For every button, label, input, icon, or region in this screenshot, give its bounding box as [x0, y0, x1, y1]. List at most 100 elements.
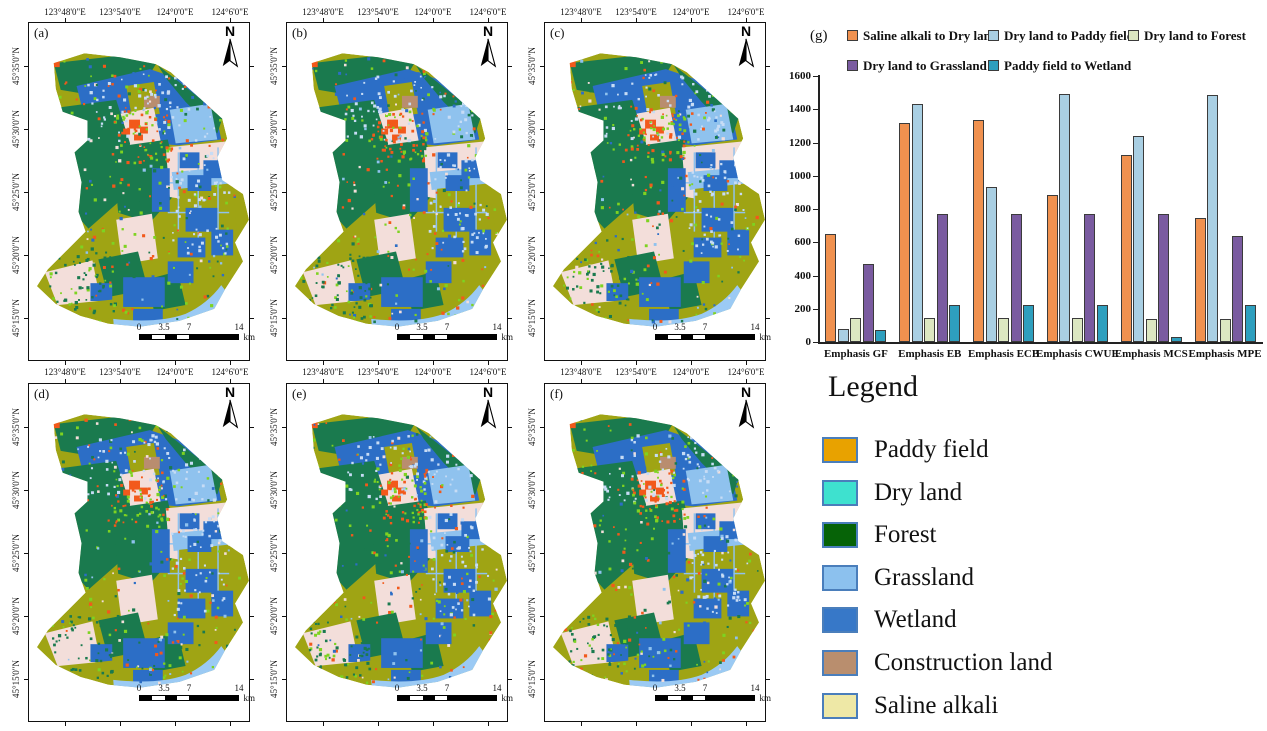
bar-emphasis-mpe-s3 [1232, 236, 1244, 342]
axis-tick [766, 192, 770, 193]
axis-tick [508, 129, 512, 130]
scale-bar-segment [140, 696, 153, 700]
land-use-map [294, 53, 507, 327]
land-use-map [552, 414, 765, 688]
axis-tick [766, 616, 770, 617]
legend-swatch-forest [822, 522, 858, 549]
longitude-label: 123°54'0"E [99, 367, 141, 377]
axis-tick [508, 616, 512, 617]
chart-legend-swatch [988, 60, 999, 71]
land-use-map [36, 53, 249, 327]
scale-bar-value: 3.5 [158, 322, 170, 332]
axis-tick [250, 318, 254, 319]
axis-tick [581, 722, 582, 726]
longitude-label: 123°48'0"E [560, 367, 602, 377]
latitude-label: 45°15'0"N [527, 660, 537, 698]
axis-tick [433, 379, 434, 383]
legend-label: Wetland [874, 606, 957, 634]
chart-legend-label: Dry land to Paddy field [1004, 28, 1135, 43]
scale-bar-value: 3.5 [158, 683, 170, 693]
scale-bar-value: 3.5 [674, 322, 686, 332]
north-needle-icon [480, 399, 497, 429]
north-arrow-icon: N [734, 385, 758, 434]
axis-tick [250, 255, 254, 256]
axis-tick [508, 553, 512, 554]
axis-tick [230, 18, 231, 22]
scale-bar-segment [422, 696, 435, 700]
bar-emphasis-mcs-s2 [1145, 318, 1157, 342]
y-axis-tick [813, 342, 818, 343]
scale-bar-segment [410, 696, 423, 700]
scale-bar-segment [656, 335, 669, 339]
scale-bar: 0 3.5 7 14 km [395, 322, 513, 342]
bar-emphasis-mcs-s3 [1158, 214, 1170, 342]
latitude-label: 45°35'0"N [11, 408, 21, 446]
y-axis-tick [813, 308, 818, 310]
axis-tick [282, 490, 286, 491]
chart-legend-label: Dry land to Forest [1144, 28, 1246, 43]
scale-bar-labels: 0 3.5 7 14 [395, 322, 502, 333]
latitude-label: 45°35'0"N [527, 47, 537, 85]
scale-bar-value: 14 [234, 322, 244, 332]
map-panel-e: (e) N 45°35'0"N 45°30'0"N 45°25'0"N 45°20'0"N… [269, 379, 513, 726]
legend-label: Dry land [874, 478, 963, 506]
bar-emphasis-ecb-s0 [973, 120, 985, 342]
legend-swatch-saline-alkali [822, 692, 858, 719]
latitude-label: 45°20'0"N [527, 597, 537, 635]
axis-tick [250, 553, 254, 554]
y-axis-tick [813, 76, 818, 77]
axis-tick [636, 18, 637, 22]
scale-bar-unit: km [759, 693, 771, 703]
north-arrow-icon: N [476, 385, 500, 434]
y-axis-tick [813, 142, 818, 144]
north-needle-icon [480, 38, 497, 68]
scale-bar: 0 3.5 7 14 km [137, 683, 255, 703]
axis-tick [323, 18, 324, 22]
axis-tick [488, 722, 489, 726]
latitude-label: 45°15'0"N [527, 299, 537, 337]
latitude-label: 45°15'0"N [269, 660, 279, 698]
axis-tick [230, 379, 231, 383]
legend-swatch-paddy-field [822, 437, 858, 463]
chart-legend-swatch [1128, 30, 1139, 41]
y-axis-tick [813, 242, 818, 244]
bar-emphasis-gf-s2 [850, 318, 862, 342]
scale-bar-segment [152, 696, 165, 700]
legend-swatch-dry-land [822, 479, 858, 506]
bar-emphasis-eb-s0 [899, 122, 911, 342]
axis-tick [250, 66, 254, 67]
land-use-map [294, 414, 507, 688]
y-axis-line [818, 75, 820, 343]
axis-tick [746, 361, 747, 365]
legend-swatch-wetland [822, 607, 858, 634]
axis-tick [175, 18, 176, 22]
axis-tick [250, 427, 254, 428]
bar-emphasis-mpe-s1 [1207, 95, 1219, 342]
scale-bar-value: 7 [186, 683, 192, 693]
scale-bar-labels: 0 3.5 7 14 [137, 322, 244, 333]
bar-emphasis-eb-s4 [949, 305, 961, 342]
axis-tick [378, 722, 379, 726]
bar-emphasis-cwue-s0 [1046, 194, 1058, 342]
axis-tick [250, 192, 254, 193]
scale-bar-unit: km [501, 332, 513, 342]
bar-emphasis-gf-s3 [862, 263, 874, 342]
axis-tick [766, 318, 770, 319]
axis-tick [282, 427, 286, 428]
axis-tick [581, 361, 582, 365]
latitude-label: 45°35'0"N [269, 408, 279, 446]
scale-bar-segment [398, 335, 411, 339]
axis-tick [24, 490, 28, 491]
north-arrow-icon: N [476, 24, 500, 73]
axis-tick [282, 129, 286, 130]
axis-tick [250, 490, 254, 491]
y-tick-label: 400 [794, 269, 812, 282]
scale-bar-value: 3.5 [416, 683, 428, 693]
land-use-map [552, 53, 765, 327]
axis-tick [24, 679, 28, 680]
scale-bar-value: 0 [652, 322, 658, 332]
bar-emphasis-ecb-s1 [985, 186, 997, 342]
scale-bar-value: 7 [702, 683, 708, 693]
axis-tick [282, 255, 286, 256]
latitude-label: 45°15'0"N [11, 660, 21, 698]
